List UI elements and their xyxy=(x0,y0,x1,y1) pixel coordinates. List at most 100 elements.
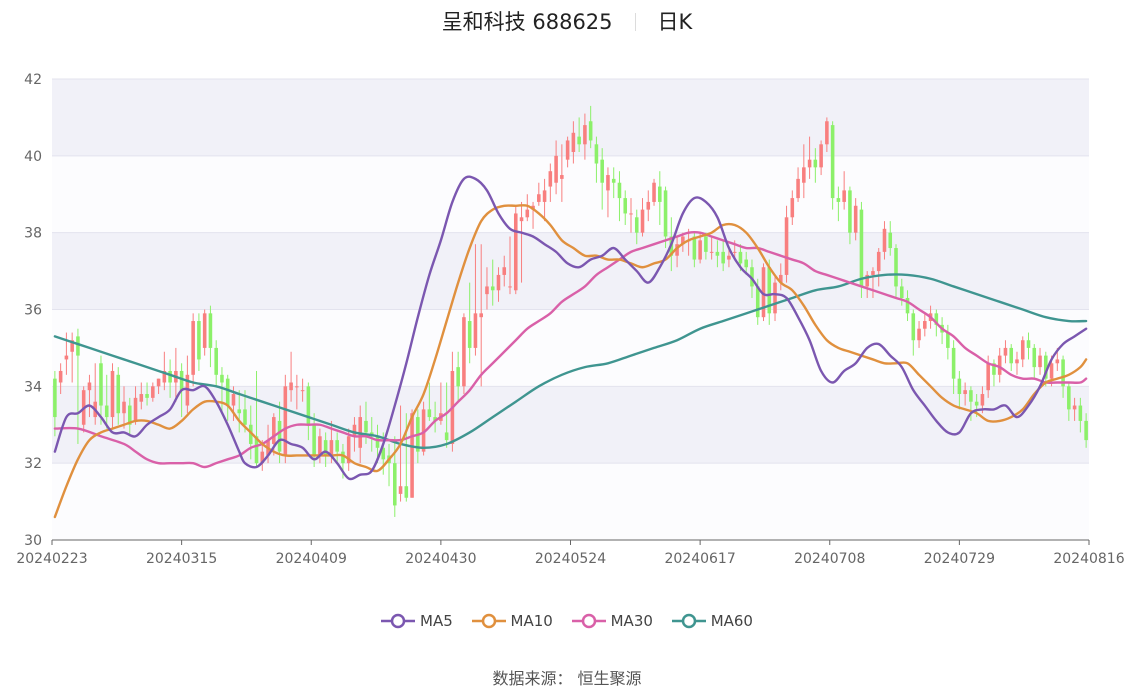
candle-body xyxy=(214,347,218,375)
candle-body xyxy=(537,194,541,202)
ma30-line xyxy=(53,230,1088,469)
candle-body xyxy=(865,274,869,287)
chart-title: 呈和科技 688625 日K xyxy=(0,6,1134,36)
x-tick-label: 20240816 xyxy=(1053,551,1124,567)
candle-body xyxy=(277,420,282,452)
candle-body xyxy=(813,159,818,168)
candle-body xyxy=(208,313,213,348)
grid-band xyxy=(52,463,1089,540)
candle-body xyxy=(444,432,449,441)
candle-body xyxy=(577,136,581,145)
ma5-legend-marker xyxy=(381,613,415,629)
candle-body xyxy=(76,336,80,356)
candle-body xyxy=(375,436,380,448)
candle-body xyxy=(410,413,414,498)
legend-item-ma30[interactable]: MA30 xyxy=(571,612,653,630)
grid-band xyxy=(52,309,1089,387)
candle-body xyxy=(179,370,184,391)
candle-body xyxy=(260,451,265,464)
candle-body xyxy=(704,236,708,252)
candle-body xyxy=(490,286,495,291)
candle-body xyxy=(1009,347,1014,364)
candle-body xyxy=(202,313,207,348)
candle-body xyxy=(652,182,656,202)
candle-body xyxy=(894,248,898,287)
candle-body xyxy=(116,374,121,414)
candle-body xyxy=(836,198,841,202)
candle-body xyxy=(980,394,985,406)
candle-body xyxy=(571,132,576,152)
candle-body xyxy=(496,274,501,291)
y-tick-label: 34 xyxy=(24,379,42,395)
candle-body xyxy=(456,367,460,387)
candle-body xyxy=(53,378,57,418)
grid-band xyxy=(52,79,1089,156)
legend-item-ma60[interactable]: MA60 xyxy=(671,612,753,630)
candle-body xyxy=(646,201,651,210)
x-tick-label: 20240315 xyxy=(146,551,217,567)
candle-body xyxy=(727,255,731,260)
candle-body xyxy=(473,313,478,348)
candlestick-chart: 30 32 34 36 38 40 42 20240223 20240315 20240409 20… xyxy=(16,72,1124,567)
candle-body xyxy=(525,209,530,218)
candle-body xyxy=(485,286,489,295)
candle-body xyxy=(352,424,357,437)
candle-body xyxy=(295,386,299,388)
period-label: 日K xyxy=(657,10,693,34)
chart-legend: MA5 MA10 MA30 MA60 xyxy=(0,612,1134,633)
candle-body xyxy=(479,313,483,318)
candle-body xyxy=(231,394,236,406)
candle-body xyxy=(335,440,339,452)
candle-body xyxy=(1049,363,1054,379)
candle-body xyxy=(992,363,996,375)
candle-body xyxy=(629,213,633,215)
candle-body xyxy=(588,121,593,141)
candle-body xyxy=(542,190,547,202)
candle-body xyxy=(732,251,737,253)
candle-body xyxy=(156,378,161,387)
candle-body xyxy=(381,447,386,460)
candle-body xyxy=(1055,359,1060,364)
ma10-legend-marker xyxy=(471,613,506,629)
candle-body xyxy=(427,409,432,418)
grid-band xyxy=(52,232,1089,310)
candle-body xyxy=(709,251,714,253)
candle-body xyxy=(1003,347,1008,356)
ma60-legend-marker xyxy=(671,613,706,629)
candle-body xyxy=(790,198,795,218)
candle-body xyxy=(122,401,126,414)
candle-body xyxy=(934,313,939,325)
candle-body xyxy=(681,236,685,245)
ma5-legend-circle xyxy=(390,613,406,629)
candle-body xyxy=(346,436,351,464)
data-source: 数据来源： 恒生聚源 xyxy=(0,665,1134,689)
candle-body xyxy=(963,390,967,395)
candle-body xyxy=(830,125,835,199)
candle-body xyxy=(398,486,403,494)
candle-body xyxy=(421,409,426,452)
candle-body xyxy=(744,259,748,268)
y-tick-label: 36 xyxy=(24,303,42,319)
candle-body xyxy=(692,236,697,260)
candle-body xyxy=(663,190,668,237)
candle-body xyxy=(197,321,201,360)
candle-body xyxy=(64,355,69,360)
title-separator xyxy=(634,13,636,31)
candle-body xyxy=(433,417,437,421)
candle-body xyxy=(778,274,783,283)
candle-body xyxy=(951,347,956,379)
y-tick-label: 42 xyxy=(24,72,42,88)
candle-body xyxy=(312,424,316,456)
legend-item-ma5[interactable]: MA5 xyxy=(381,612,453,630)
candle-body xyxy=(923,321,927,329)
candle-body xyxy=(272,417,276,444)
candle-body xyxy=(842,190,846,202)
candle-body xyxy=(905,297,910,314)
candle-body xyxy=(151,386,155,398)
ma10-line xyxy=(53,204,1088,519)
legend-item-ma10[interactable]: MA10 xyxy=(471,612,553,630)
candle-body xyxy=(502,267,507,275)
ma30-legend-marker xyxy=(571,613,606,629)
candle-body xyxy=(99,363,103,406)
candle-body xyxy=(969,390,973,402)
